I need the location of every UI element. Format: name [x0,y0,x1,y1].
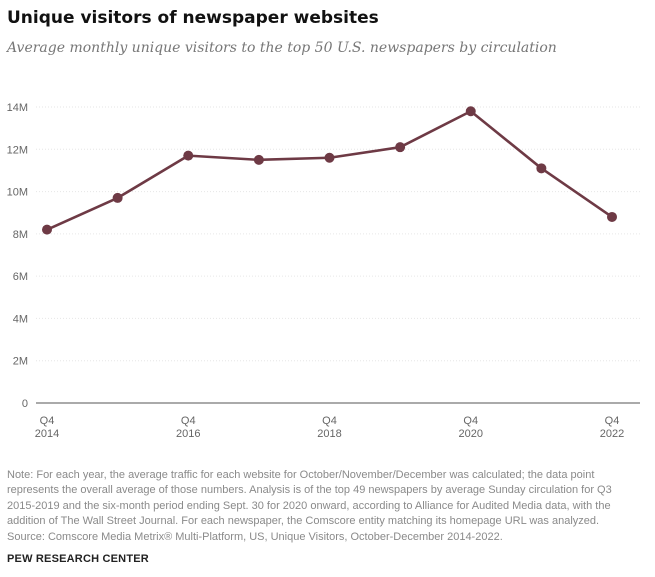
x-tick-label-year: 2016 [176,428,200,440]
x-tick-label-quarter: Q4 [605,415,620,427]
data-point [253,154,264,165]
note-line: addition of The Wall Street Journal. For… [7,515,600,528]
x-tick-label-year: 2022 [600,428,624,440]
y-tick-label: 0 [22,398,28,410]
note-line: represents the overall average of those … [7,484,612,497]
series-line [45,109,614,231]
note-line: 2015-2019 and the six-month period endin… [7,499,611,512]
y-tick-label: 8M [13,229,28,241]
x-tick-label-year: 2014 [35,428,59,440]
y-tick-label: 14M [7,102,28,114]
data-point [607,211,617,222]
chart-title: Unique visitors of newspaper websites [7,8,379,28]
data-point [42,224,52,235]
x-tick-label-year: 2018 [317,428,341,440]
y-tick-label: 4M [13,313,28,325]
y-axis-labels: 0 2M 4M 6M 8M 10M 12M 14M [7,102,28,410]
y-tick-label: 12M [7,144,28,156]
y-tick-label: 6M [13,271,28,283]
data-point [183,150,194,161]
x-tick-label-quarter: Q4 [181,415,196,427]
pew-research-center-logo: PEW RESEARCH CENTER [7,553,149,565]
data-point [395,142,406,153]
chart-subtitle: Average monthly unique visitors to the t… [7,40,557,56]
gridlines [36,106,640,404]
chart-note: Note: For each year, the average traffic… [7,468,647,545]
data-point [324,152,335,163]
data-point [112,192,123,203]
y-tick-label: 2M [13,356,28,368]
data-point [465,106,476,117]
data-point [536,163,547,174]
x-tick-label-quarter: Q4 [463,415,478,427]
x-tick-label-quarter: Q4 [322,415,337,427]
note-line: Note: For each year, the average traffic… [7,469,595,481]
source-line: Source: Comscore Media Metrix® Multi-Pla… [7,530,503,543]
series [42,106,617,235]
y-tick-label: 10M [7,187,28,199]
x-tick-label-year: 2020 [459,428,483,440]
x-tick-label-quarter: Q4 [40,415,55,427]
